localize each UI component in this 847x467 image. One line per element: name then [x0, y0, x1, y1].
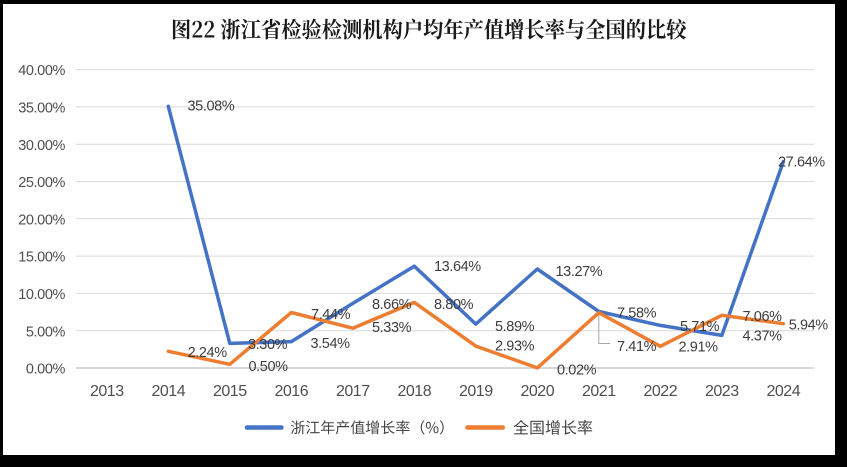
svg-text:35.00%: 35.00% [18, 101, 65, 117]
svg-text:30.00%: 30.00% [18, 138, 65, 154]
svg-text:3.54%: 3.54% [311, 336, 351, 352]
svg-text:7.58%: 7.58% [617, 305, 657, 321]
svg-text:7.44%: 7.44% [311, 307, 351, 323]
svg-text:2021: 2021 [582, 383, 616, 400]
svg-text:2015: 2015 [213, 383, 247, 400]
svg-text:35.08%: 35.08% [188, 99, 235, 115]
svg-text:10.00%: 10.00% [18, 287, 65, 303]
svg-text:2019: 2019 [459, 383, 493, 400]
svg-text:2017: 2017 [336, 383, 370, 400]
svg-text:2018: 2018 [398, 383, 432, 400]
svg-text:2.91%: 2.91% [679, 340, 719, 356]
svg-text:8.66%: 8.66% [372, 297, 412, 313]
svg-text:5.94%: 5.94% [789, 318, 829, 334]
svg-text:0.02%: 0.02% [557, 362, 597, 378]
svg-text:3.30%: 3.30% [248, 337, 288, 353]
svg-text:2.24%: 2.24% [188, 345, 228, 361]
svg-text:5.89%: 5.89% [495, 319, 535, 335]
svg-text:2016: 2016 [275, 383, 309, 400]
svg-text:2020: 2020 [521, 383, 555, 400]
svg-text:2024: 2024 [767, 383, 801, 400]
svg-text:2013: 2013 [90, 383, 124, 400]
svg-text:0.50%: 0.50% [249, 359, 289, 375]
svg-text:13.64%: 13.64% [434, 259, 481, 275]
svg-text:2.93%: 2.93% [495, 339, 535, 355]
svg-text:5.71%: 5.71% [680, 319, 720, 335]
svg-text:2023: 2023 [705, 383, 739, 400]
svg-text:2022: 2022 [644, 383, 678, 400]
svg-text:27.64%: 27.64% [778, 155, 825, 171]
svg-text:0.00%: 0.00% [26, 362, 66, 378]
svg-text:25.00%: 25.00% [18, 175, 65, 191]
svg-text:40.00%: 40.00% [18, 63, 65, 79]
svg-text:13.27%: 13.27% [556, 264, 603, 280]
svg-text:15.00%: 15.00% [18, 250, 65, 266]
svg-text:7.41%: 7.41% [617, 339, 657, 355]
svg-text:8.80%: 8.80% [434, 297, 474, 313]
svg-text:5.00%: 5.00% [26, 324, 66, 340]
svg-text:5.33%: 5.33% [372, 320, 412, 336]
svg-text:4.37%: 4.37% [743, 329, 783, 345]
svg-text:20.00%: 20.00% [18, 212, 65, 228]
svg-text:2014: 2014 [152, 383, 186, 400]
svg-text:7.06%: 7.06% [743, 309, 783, 325]
